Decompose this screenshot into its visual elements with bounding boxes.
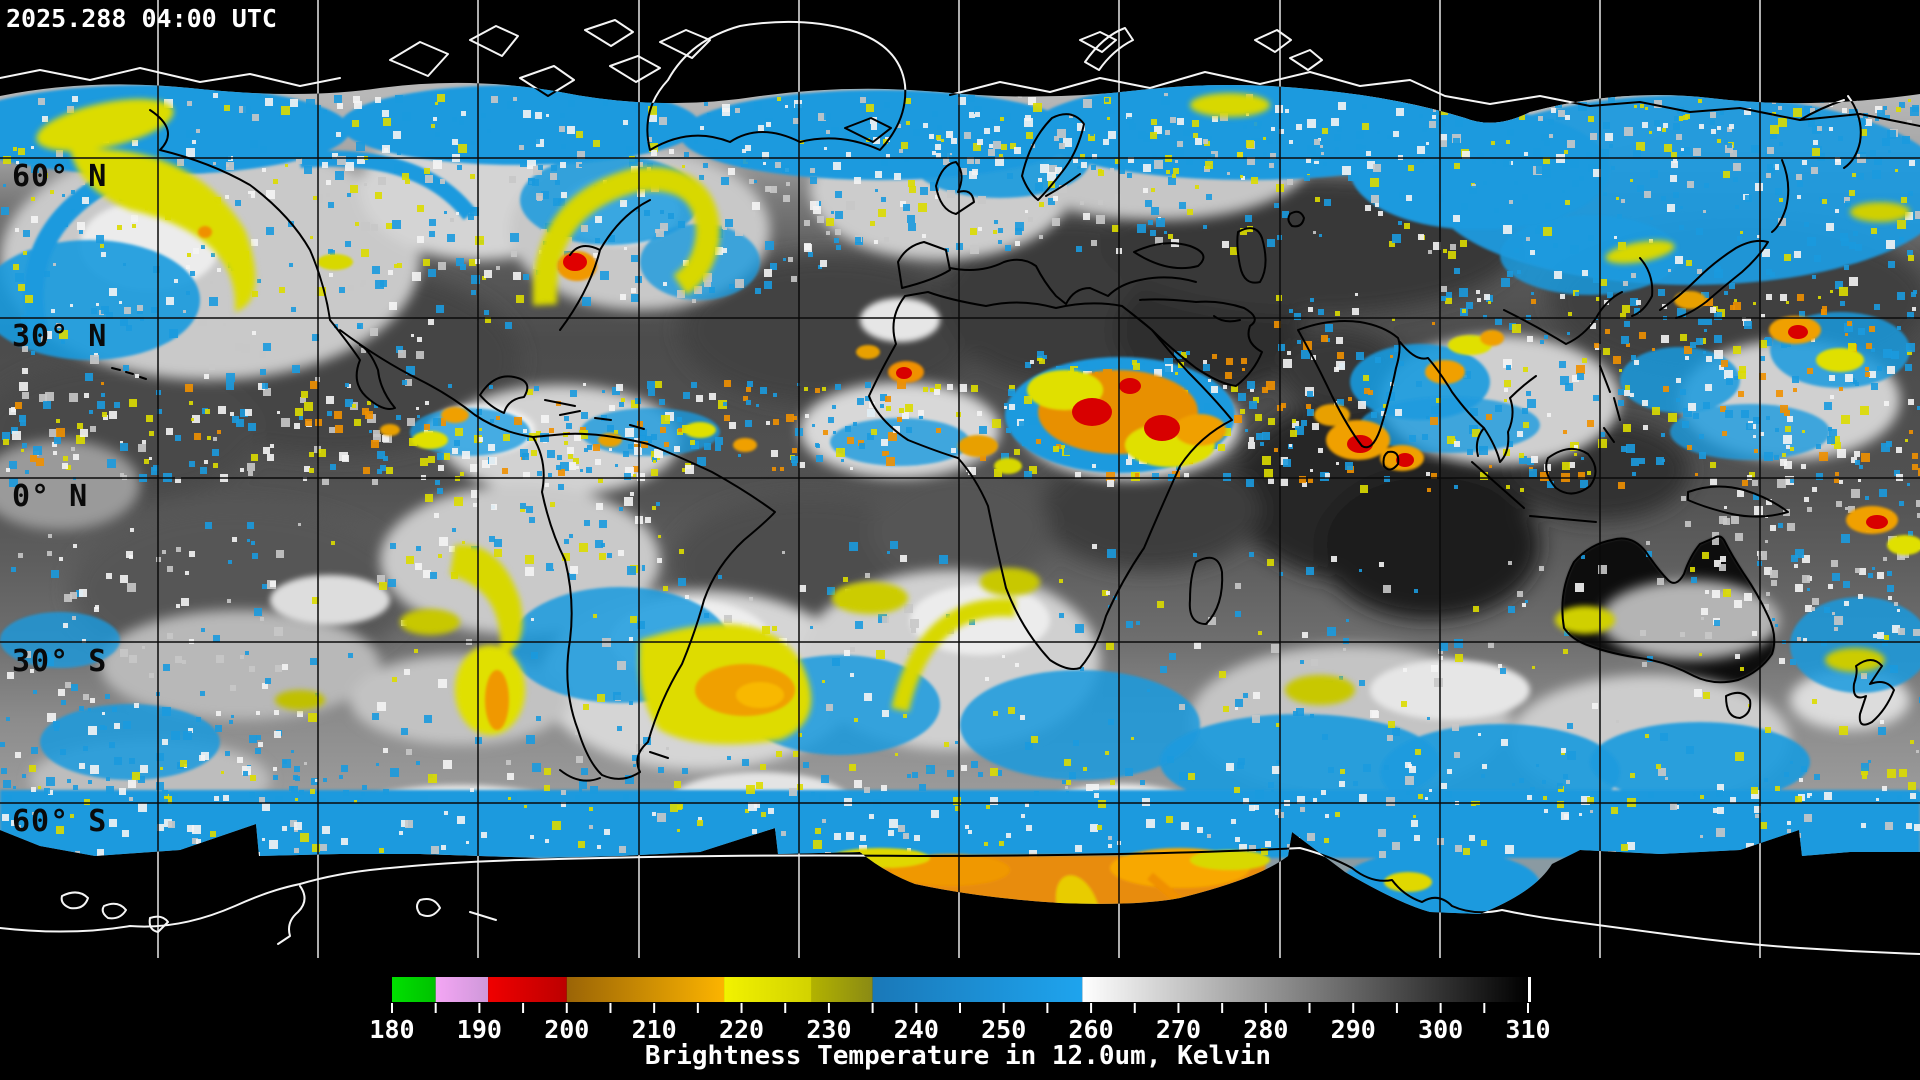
colorbar-tick-label: 300	[1418, 1015, 1463, 1044]
colorbar-tick-label: 240	[894, 1015, 939, 1044]
colorbar-segment	[724, 977, 812, 1002]
colorbar-tick-label: 180	[369, 1015, 414, 1044]
convection-layer	[36, 93, 1920, 915]
red-convection-cores	[563, 253, 1888, 529]
colorbar-segment	[1082, 977, 1528, 1002]
colorbar-segment	[872, 977, 1083, 1002]
colorbar-ticks	[391, 1003, 1529, 1013]
colorbar-segment	[811, 977, 873, 1002]
colorbar-tick-label: 280	[1243, 1015, 1288, 1044]
colorbar-segment	[566, 977, 725, 1002]
colorbar-gradient-bar	[392, 977, 1528, 1002]
latitude-label: 60° N	[12, 159, 107, 194]
colorbar-tick-label: 290	[1331, 1015, 1376, 1044]
latitude-label: 60° S	[12, 804, 107, 839]
latitude-label: 30° S	[12, 644, 107, 679]
gridlines-black	[0, 0, 1920, 960]
colorbar-tick-label: 270	[1156, 1015, 1201, 1044]
colorbar-tick-label: 210	[632, 1015, 677, 1044]
colorbar-tick-labels: 180 190 200 210 220 230 240 250 260 270 280 290 300 3…	[369, 1015, 1550, 1044]
colorbar-segment	[435, 977, 489, 1002]
satellite-data-layer	[0, 0, 1920, 960]
latitude-labels: 60° N 30° N 0° N 30° S 60° S	[12, 159, 107, 839]
colorbar-tick-label: 230	[806, 1015, 851, 1044]
colorbar-tick-label: 260	[1068, 1015, 1113, 1044]
colorbar: 180 190 200 210 220 230 240 250 260 270 280 290 300 3…	[369, 977, 1551, 1071]
colorbar-end-cap	[1528, 977, 1531, 1002]
colorbar-title: Brightness Temperature in 12.0um, Kelvin	[645, 1041, 1271, 1071]
colorbar-segment	[392, 977, 436, 1002]
latitude-label: 30° N	[12, 319, 107, 354]
latitude-label: 0° N	[12, 479, 88, 514]
colorbar-tick-label: 200	[544, 1015, 589, 1044]
colorbar-tick-label: 220	[719, 1015, 764, 1044]
colorbar-tick-label: 310	[1505, 1015, 1550, 1044]
cloud-speckles	[0, 92, 1920, 860]
colorbar-segment	[488, 977, 567, 1002]
colorbar-tick-label: 250	[981, 1015, 1026, 1044]
timestamp: 2025.288 04:00 UTC	[6, 4, 277, 33]
colorbar-tick-label: 190	[457, 1015, 502, 1044]
